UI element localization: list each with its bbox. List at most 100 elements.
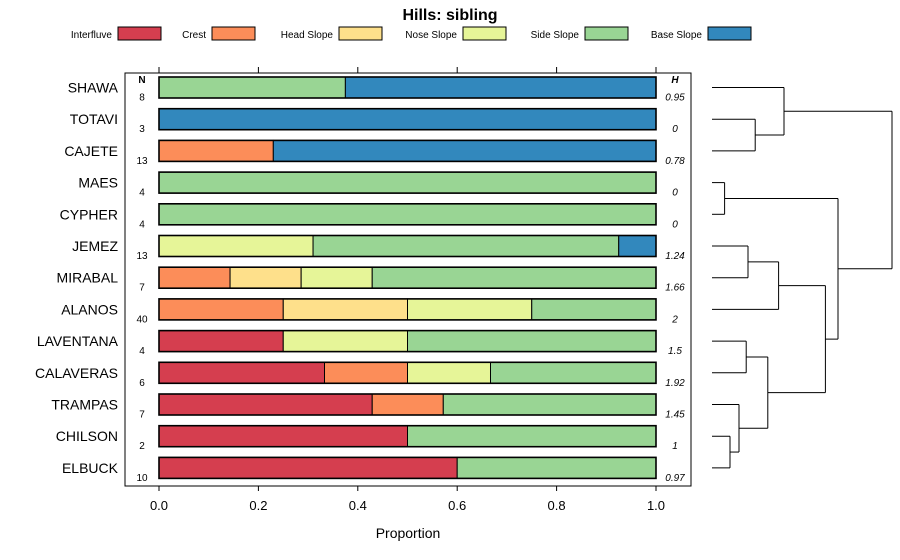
- row-n-value: 13: [136, 251, 148, 262]
- bar-outline: [158, 234, 657, 258]
- row-label: SHAWA: [68, 80, 119, 96]
- row-label: MIRABAL: [57, 270, 119, 286]
- bar-segment: [229, 266, 302, 289]
- row-label: CYPHER: [60, 206, 118, 222]
- row-h-value: 1.24: [665, 251, 685, 262]
- bar-segment: [158, 393, 373, 416]
- bar-outline: [158, 361, 657, 385]
- row-n-value: 4: [139, 346, 145, 357]
- bar-segment: [158, 330, 284, 353]
- bar-outline: [158, 266, 657, 290]
- legend-label: Crest: [182, 30, 206, 41]
- row-h-value: 0.97: [665, 473, 685, 484]
- row-h-value: 1: [672, 441, 678, 452]
- bar-outline: [158, 107, 657, 131]
- bar-segment: [158, 139, 274, 162]
- row-n-value: 4: [139, 219, 145, 230]
- row-n-value: 3: [139, 124, 145, 135]
- legend-label: Nose Slope: [405, 30, 457, 41]
- bar-segment: [158, 235, 314, 257]
- legend-swatch: [211, 26, 256, 41]
- x-tick-label: 0.2: [249, 498, 267, 513]
- h-header: H: [671, 75, 679, 86]
- row-label: CALAVERAS: [35, 365, 118, 381]
- bar-segment: [158, 203, 657, 226]
- bar-outline: [158, 298, 657, 321]
- dendrogram: [712, 87, 893, 469]
- row-label: CAJETE: [64, 143, 118, 159]
- row-n-value: 2: [139, 441, 145, 452]
- row-h-value: 0: [672, 188, 678, 199]
- legend-label: Interfluve: [71, 30, 113, 41]
- row-label: JEMEZ: [72, 238, 118, 254]
- bar-outline: [158, 393, 657, 416]
- bar-segment: [282, 298, 408, 321]
- row-h-value: 2: [671, 314, 678, 325]
- row-label: TOTAVI: [70, 111, 118, 127]
- bar-segment: [282, 330, 408, 353]
- bar-outline: [158, 329, 657, 353]
- bar-segment: [371, 266, 657, 289]
- bar-segment: [312, 235, 620, 257]
- bar-segment: [531, 298, 657, 321]
- row-h-value: 0: [672, 124, 678, 135]
- bar-segment: [407, 361, 491, 384]
- x-tick-label: 0.6: [448, 498, 466, 513]
- legend-swatch: [462, 26, 507, 41]
- bar-segment: [158, 298, 284, 321]
- legend-swatch: [707, 26, 752, 41]
- row-h-value: 1.66: [665, 283, 685, 294]
- row-n-value: 40: [136, 314, 148, 325]
- row-label: CHILSON: [56, 428, 118, 444]
- bar-segment: [300, 266, 373, 289]
- row-label: ELBUCK: [62, 460, 119, 476]
- legend-swatch: [584, 26, 629, 41]
- legend-label: Head Slope: [281, 30, 334, 41]
- bar-outline: [158, 424, 657, 448]
- row-h-value: 0.78: [665, 156, 685, 167]
- bar-segment: [158, 456, 458, 479]
- row-n-value: 6: [139, 378, 145, 389]
- bar-segment: [456, 456, 657, 479]
- legend-label: Side Slope: [531, 30, 580, 41]
- bar-outline: [158, 203, 657, 226]
- row-label: LAVENTANA: [37, 333, 119, 349]
- bar-segment: [489, 361, 657, 384]
- row-label: ALANOS: [61, 301, 118, 317]
- legend-swatch: [117, 26, 162, 41]
- bar-outline: [158, 76, 657, 99]
- n-header: N: [138, 75, 145, 86]
- x-tick-label: 0.0: [150, 498, 168, 513]
- row-n-value: 7: [139, 410, 145, 421]
- row-h-value: 0.95: [665, 93, 685, 104]
- bar-segment: [344, 76, 657, 99]
- bar-outline: [158, 139, 657, 163]
- x-axis: 0.0 0.2 0.4 0.6 0.8 1.0: [150, 67, 665, 513]
- bar-segment: [407, 298, 533, 321]
- bar-segment: [158, 361, 326, 384]
- row-n-value: 10: [136, 473, 148, 484]
- row-h-value: 1.45: [665, 410, 685, 421]
- x-axis-label: Proportion: [376, 525, 441, 541]
- row-n-value: 8: [139, 93, 145, 104]
- row-h-value: 1.5: [668, 346, 682, 357]
- row-n-value: 4: [139, 188, 145, 199]
- chart-title: Hills: sibling: [402, 7, 497, 24]
- bar-segment: [158, 171, 657, 194]
- bar-outline: [158, 171, 657, 194]
- bar-segment: [407, 330, 657, 353]
- bar-segment: [371, 393, 444, 416]
- bar-segment: [158, 76, 346, 99]
- row-h-value: 0: [672, 219, 678, 230]
- legend-label: Base Slope: [651, 30, 703, 41]
- bar-outline: [158, 456, 657, 480]
- legend: Interfluve Crest Head Slope Nose Slope Side …: [71, 26, 752, 41]
- x-tick-label: 1.0: [647, 498, 665, 513]
- bar-segment: [158, 425, 408, 448]
- x-tick-label: 0.8: [548, 498, 566, 513]
- row-label: TRAMPAS: [51, 397, 118, 413]
- bar-segment: [158, 108, 657, 131]
- row-n-value: 13: [136, 156, 148, 167]
